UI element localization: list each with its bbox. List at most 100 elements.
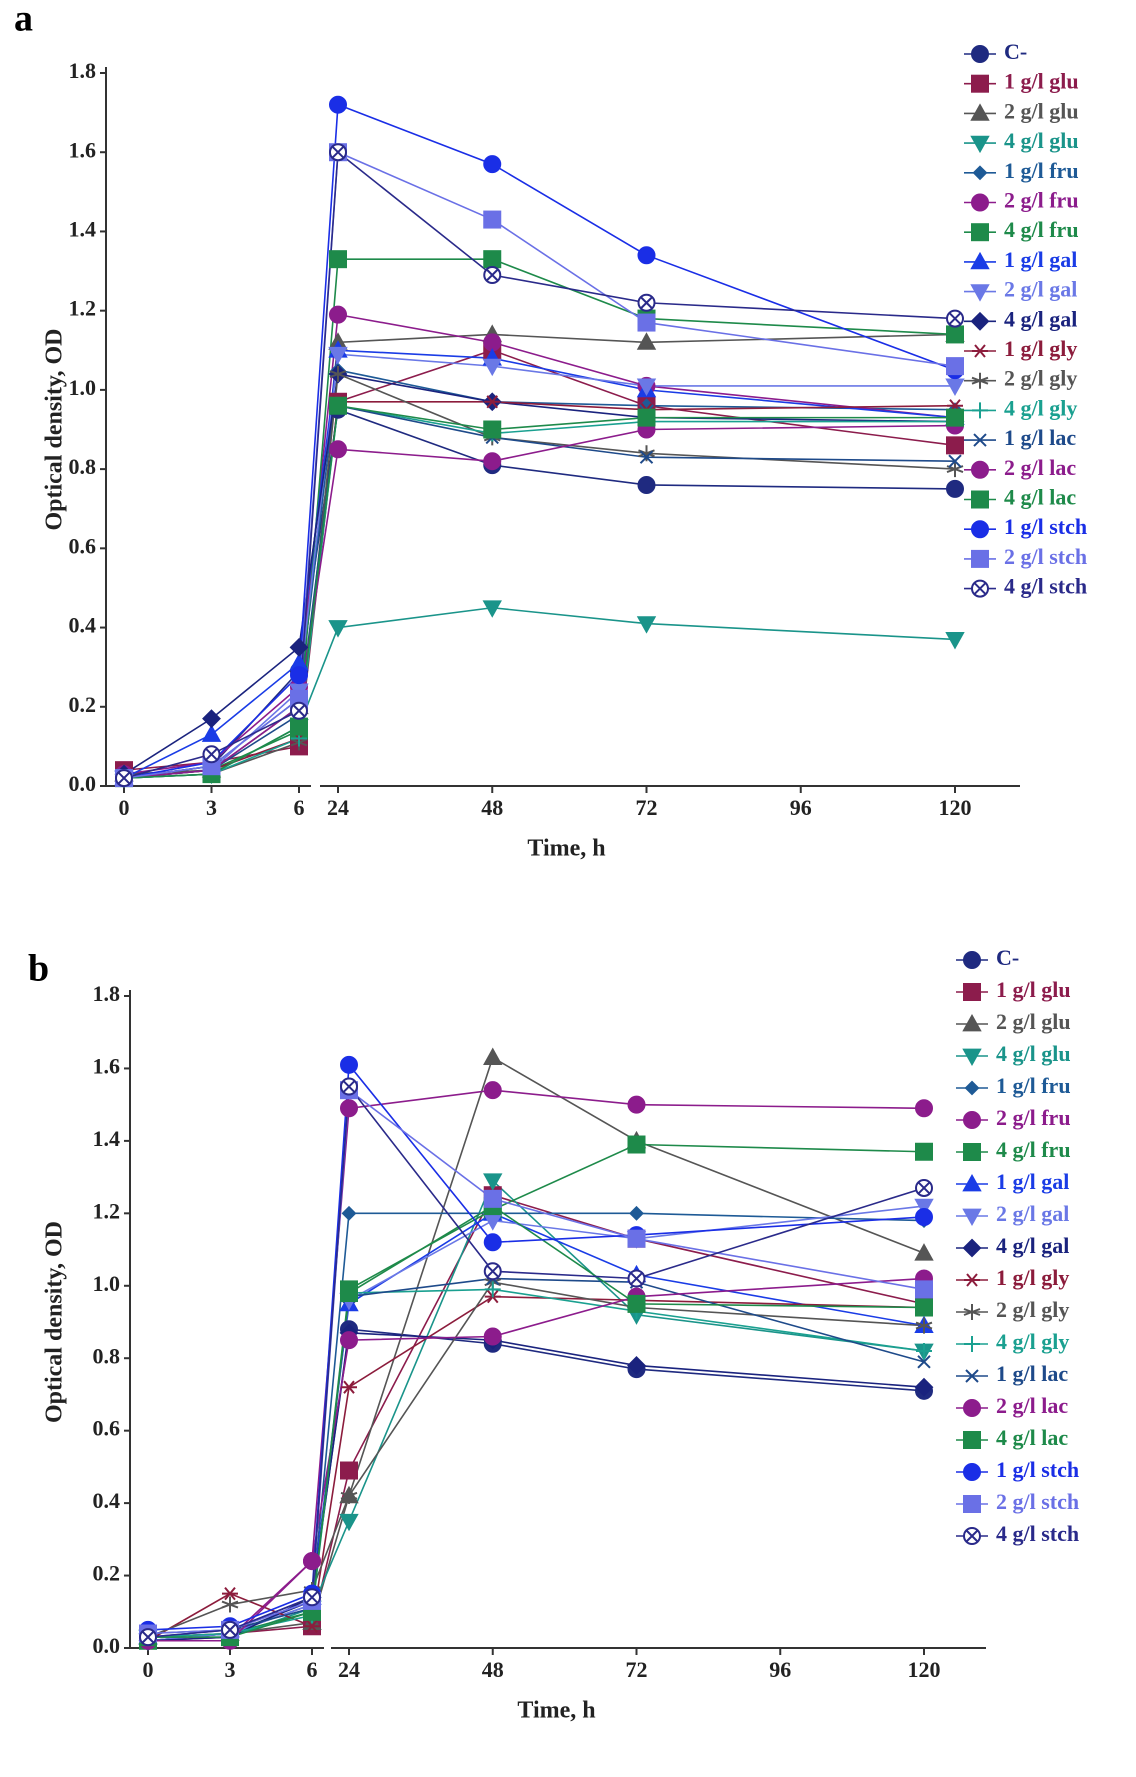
- data-point-shape: [340, 1099, 358, 1118]
- data-point: [483, 1081, 502, 1100]
- legend-marker-shape: [963, 1143, 981, 1161]
- x-tick-label: 72: [636, 795, 658, 820]
- data-point: [483, 210, 502, 229]
- legend-label: 2 g/l glu: [1004, 98, 1079, 123]
- legend-marker-shape: [973, 433, 987, 447]
- x-axis-title: Time, h: [517, 1698, 595, 1724]
- data-point: [916, 1342, 932, 1359]
- data-point-shape: [340, 1331, 358, 1350]
- data-point: [637, 293, 656, 312]
- legend-marker: [962, 1048, 982, 1067]
- legend-label: 4 g/l lac: [996, 1425, 1068, 1450]
- legend-label: 2 g/l gly: [996, 1297, 1069, 1322]
- legend-label: 2 g/l fru: [996, 1105, 1071, 1130]
- data-point: [329, 366, 347, 383]
- legend-label: 4 g/l gly: [1004, 395, 1077, 420]
- legend-marker-shape: [962, 1238, 982, 1258]
- legend-marker-shape: [963, 1304, 981, 1320]
- legend-label: 2 g/l fru: [1004, 188, 1079, 213]
- legend-marker: [963, 951, 981, 969]
- data-point-shape: [482, 358, 502, 377]
- y-tick-label: 1.8: [93, 981, 121, 1006]
- data-point: [914, 1243, 934, 1261]
- legend-marker: [963, 1495, 981, 1513]
- legend-marker-shape: [963, 1431, 981, 1449]
- data-point-shape: [483, 155, 502, 174]
- data-point-shape: [636, 332, 657, 350]
- series-line: [123, 333, 956, 775]
- data-point-shape: [627, 1229, 646, 1248]
- data-point: [290, 717, 308, 736]
- data-point: [329, 95, 347, 114]
- data-point-shape: [637, 246, 656, 265]
- data-point-shape: [639, 450, 654, 464]
- legend-label: 1 g/l gal: [1004, 247, 1077, 272]
- data-point: [221, 1596, 239, 1613]
- legend-marker: [970, 135, 990, 154]
- data-point: [201, 724, 222, 742]
- data-point-shape: [637, 313, 656, 332]
- data-point-shape: [483, 452, 502, 471]
- data-point-shape: [341, 1380, 357, 1394]
- x-tick-label: 6: [294, 795, 305, 820]
- y-tick-label: 1.0: [69, 375, 97, 400]
- data-point-shape: [946, 408, 964, 427]
- data-point: [202, 745, 221, 764]
- series-line: [123, 349, 956, 771]
- legend-label: 1 g/l glu: [1004, 69, 1079, 94]
- legend-label: 2 g/l stch: [996, 1489, 1079, 1514]
- data-point: [115, 769, 133, 788]
- x-tick-label: 6: [307, 1657, 318, 1682]
- legend-marker-shape: [971, 490, 989, 509]
- data-point-shape: [331, 145, 345, 159]
- data-point-shape: [636, 616, 657, 634]
- data-point-shape: [946, 357, 964, 376]
- data-point: [946, 408, 964, 427]
- legend-marker-shape: [963, 951, 981, 969]
- data-point: [945, 632, 965, 650]
- legend-marker-shape: [972, 402, 988, 419]
- data-point-shape: [915, 1280, 933, 1299]
- data-point-shape: [915, 1099, 933, 1118]
- y-tick-label: 0.0: [69, 771, 97, 796]
- data-point-shape: [948, 454, 962, 468]
- legend-marker-shape: [964, 1080, 980, 1096]
- legend-label: 4 g/l glu: [996, 1041, 1071, 1066]
- data-point-shape: [339, 1513, 359, 1532]
- legend-label: 2 g/l gal: [996, 1201, 1069, 1226]
- legend-marker-shape: [971, 193, 989, 212]
- y-tick-label: 1.6: [93, 1053, 121, 1078]
- y-tick-label: 1.8: [69, 58, 97, 83]
- data-point-shape: [915, 1142, 933, 1161]
- data-point-shape: [915, 1298, 933, 1317]
- legend-marker-shape: [971, 74, 989, 93]
- data-point-shape: [223, 1623, 237, 1637]
- data-point: [627, 1294, 646, 1313]
- legend-marker: [971, 223, 989, 242]
- x-tick-label: 3: [225, 1657, 236, 1682]
- legend-label: 4 g/l fru: [996, 1137, 1071, 1162]
- data-point-shape: [329, 250, 347, 269]
- series-line: [123, 404, 955, 779]
- x-tick-label: 24: [338, 1657, 360, 1682]
- data-point-shape: [627, 1294, 646, 1313]
- series-line: [123, 103, 956, 779]
- data-point: [328, 346, 348, 365]
- data-point: [637, 408, 656, 427]
- legend-label: 4 g/l stch: [996, 1521, 1079, 1546]
- legend-marker: [964, 1336, 980, 1352]
- data-point: [914, 1377, 934, 1397]
- legend-marker-shape: [963, 1399, 981, 1417]
- legend-marker-shape: [971, 45, 989, 63]
- y-tick-label: 0.4: [69, 613, 97, 638]
- series-line: [123, 150, 956, 779]
- data-point: [915, 1099, 933, 1118]
- legend-marker: [971, 520, 989, 539]
- data-point-shape: [329, 305, 347, 324]
- series-line: [147, 1194, 925, 1638]
- data-point: [484, 1281, 501, 1298]
- data-point-shape: [328, 346, 348, 365]
- data-point: [339, 1513, 359, 1532]
- legend-marker: [971, 45, 989, 63]
